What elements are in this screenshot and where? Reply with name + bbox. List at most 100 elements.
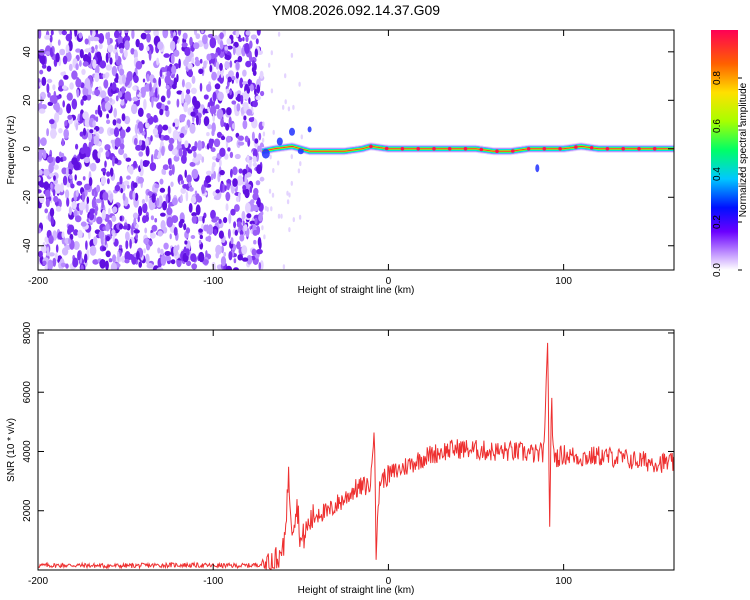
noise-cell [86, 196, 90, 204]
noise-cell [207, 33, 214, 38]
noise-cell [252, 162, 258, 167]
noise-cell [50, 128, 57, 139]
noise-cell [236, 90, 242, 96]
noise-cell [225, 265, 233, 270]
noise-cell [82, 61, 89, 67]
noise-cell [49, 207, 55, 217]
noise-cell [245, 30, 251, 36]
noise-cell [237, 141, 245, 146]
noise-cell [235, 30, 240, 38]
noise-cell [40, 137, 47, 147]
noise-cell [55, 244, 59, 253]
noise-cell [111, 215, 117, 222]
noise-cell [134, 192, 139, 201]
noise-cell [223, 252, 227, 257]
noise-cell [232, 178, 238, 187]
noise-cell [185, 81, 192, 90]
noise-cell [153, 30, 158, 37]
noise-cell [54, 183, 62, 194]
noise-cell [292, 217, 295, 223]
noise-cell [164, 251, 172, 256]
noise-cell [60, 182, 64, 193]
noise-cell [187, 149, 193, 154]
noise-cell [55, 102, 60, 113]
noise-cell [206, 224, 209, 234]
noise-cell [225, 88, 230, 94]
noise-cell [172, 122, 176, 127]
noise-cell [242, 220, 245, 227]
noise-cell [38, 108, 46, 114]
noise-cell [249, 220, 256, 225]
noise-cell [222, 108, 226, 114]
noise-cell [49, 47, 53, 58]
noise-cell [52, 257, 57, 267]
noise-cell [145, 137, 149, 148]
noise-cell [97, 126, 104, 134]
noise-cell [108, 208, 111, 215]
noise-cell [141, 60, 145, 65]
noise-cell [252, 229, 259, 236]
noise-cell [110, 139, 115, 144]
noise-cell [269, 154, 272, 160]
noise-cell [234, 153, 241, 160]
noise-cell [82, 95, 88, 101]
noise-cell [133, 160, 137, 168]
x-tick-label: -200 [28, 576, 48, 587]
noise-cell [115, 95, 119, 102]
noise-cell [194, 56, 199, 62]
noise-cell [143, 98, 147, 110]
noise-cell [254, 217, 258, 225]
noise-cell [106, 171, 111, 177]
noise-cell [135, 38, 140, 48]
noise-cell [240, 94, 244, 105]
noise-cell [59, 48, 66, 56]
noise-cell [38, 176, 41, 182]
noise-cell [119, 143, 125, 150]
noise-cell [126, 184, 130, 189]
signal-hotspot [384, 146, 389, 151]
noise-cell [193, 30, 198, 36]
noise-cell [151, 154, 154, 164]
noise-cell [135, 233, 139, 240]
noise-cell [75, 122, 79, 131]
noise-cell [46, 83, 50, 94]
noise-cell [55, 156, 61, 164]
noise-cell [75, 143, 79, 150]
noise-cell [108, 258, 113, 263]
signal-hotspot [558, 147, 562, 151]
noise-cell [203, 116, 210, 127]
noise-cell [119, 47, 124, 54]
noise-cell [122, 225, 129, 230]
noise-cell [124, 115, 131, 125]
noise-cell [61, 30, 67, 36]
noise-cell [167, 158, 172, 166]
noise-cell [190, 235, 196, 239]
noise-cell [189, 161, 196, 167]
noise-cell [109, 97, 113, 103]
spectrogram-frame [37, 29, 675, 271]
noise-cell [105, 52, 109, 63]
noise-cell [219, 40, 224, 50]
noise-cell [100, 176, 107, 185]
noise-cell [210, 173, 214, 181]
noise-cell [199, 234, 203, 240]
noise-cell [271, 192, 275, 198]
noise-cell [257, 236, 262, 247]
noise-cell [235, 196, 240, 202]
noise-cell [104, 73, 109, 79]
noise-cell [218, 230, 224, 239]
noise-cell [77, 229, 83, 239]
noise-cell [96, 216, 103, 225]
noise-cell [93, 129, 97, 135]
noise-cell [142, 78, 146, 83]
noise-cell [46, 128, 49, 137]
noise-cell [156, 57, 160, 66]
noise-cell [171, 65, 177, 75]
noise-cell [184, 169, 187, 178]
noise-cell [176, 90, 183, 95]
noise-cell [52, 189, 56, 197]
noise-cell [71, 157, 78, 166]
noise-cell [41, 76, 47, 86]
noise-cell [219, 182, 223, 193]
noise-cell [215, 104, 220, 110]
